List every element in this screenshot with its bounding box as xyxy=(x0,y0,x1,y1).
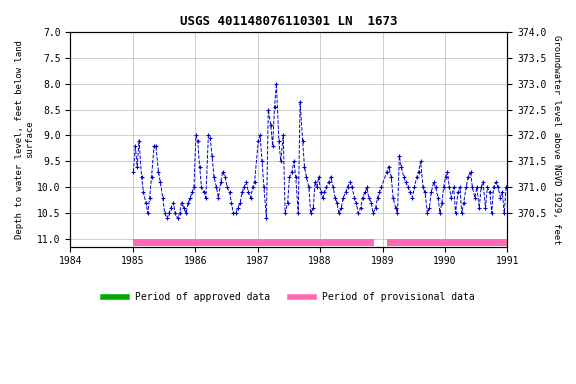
Y-axis label: Depth to water level, feet below land
surface: Depth to water level, feet below land su… xyxy=(15,40,35,239)
Title: USGS 401148076110301 LN  1673: USGS 401148076110301 LN 1673 xyxy=(180,15,397,28)
Legend: Period of approved data, Period of provisional data: Period of approved data, Period of provi… xyxy=(99,288,479,306)
Y-axis label: Groundwater level above NGVD 1929, feet: Groundwater level above NGVD 1929, feet xyxy=(552,35,561,244)
